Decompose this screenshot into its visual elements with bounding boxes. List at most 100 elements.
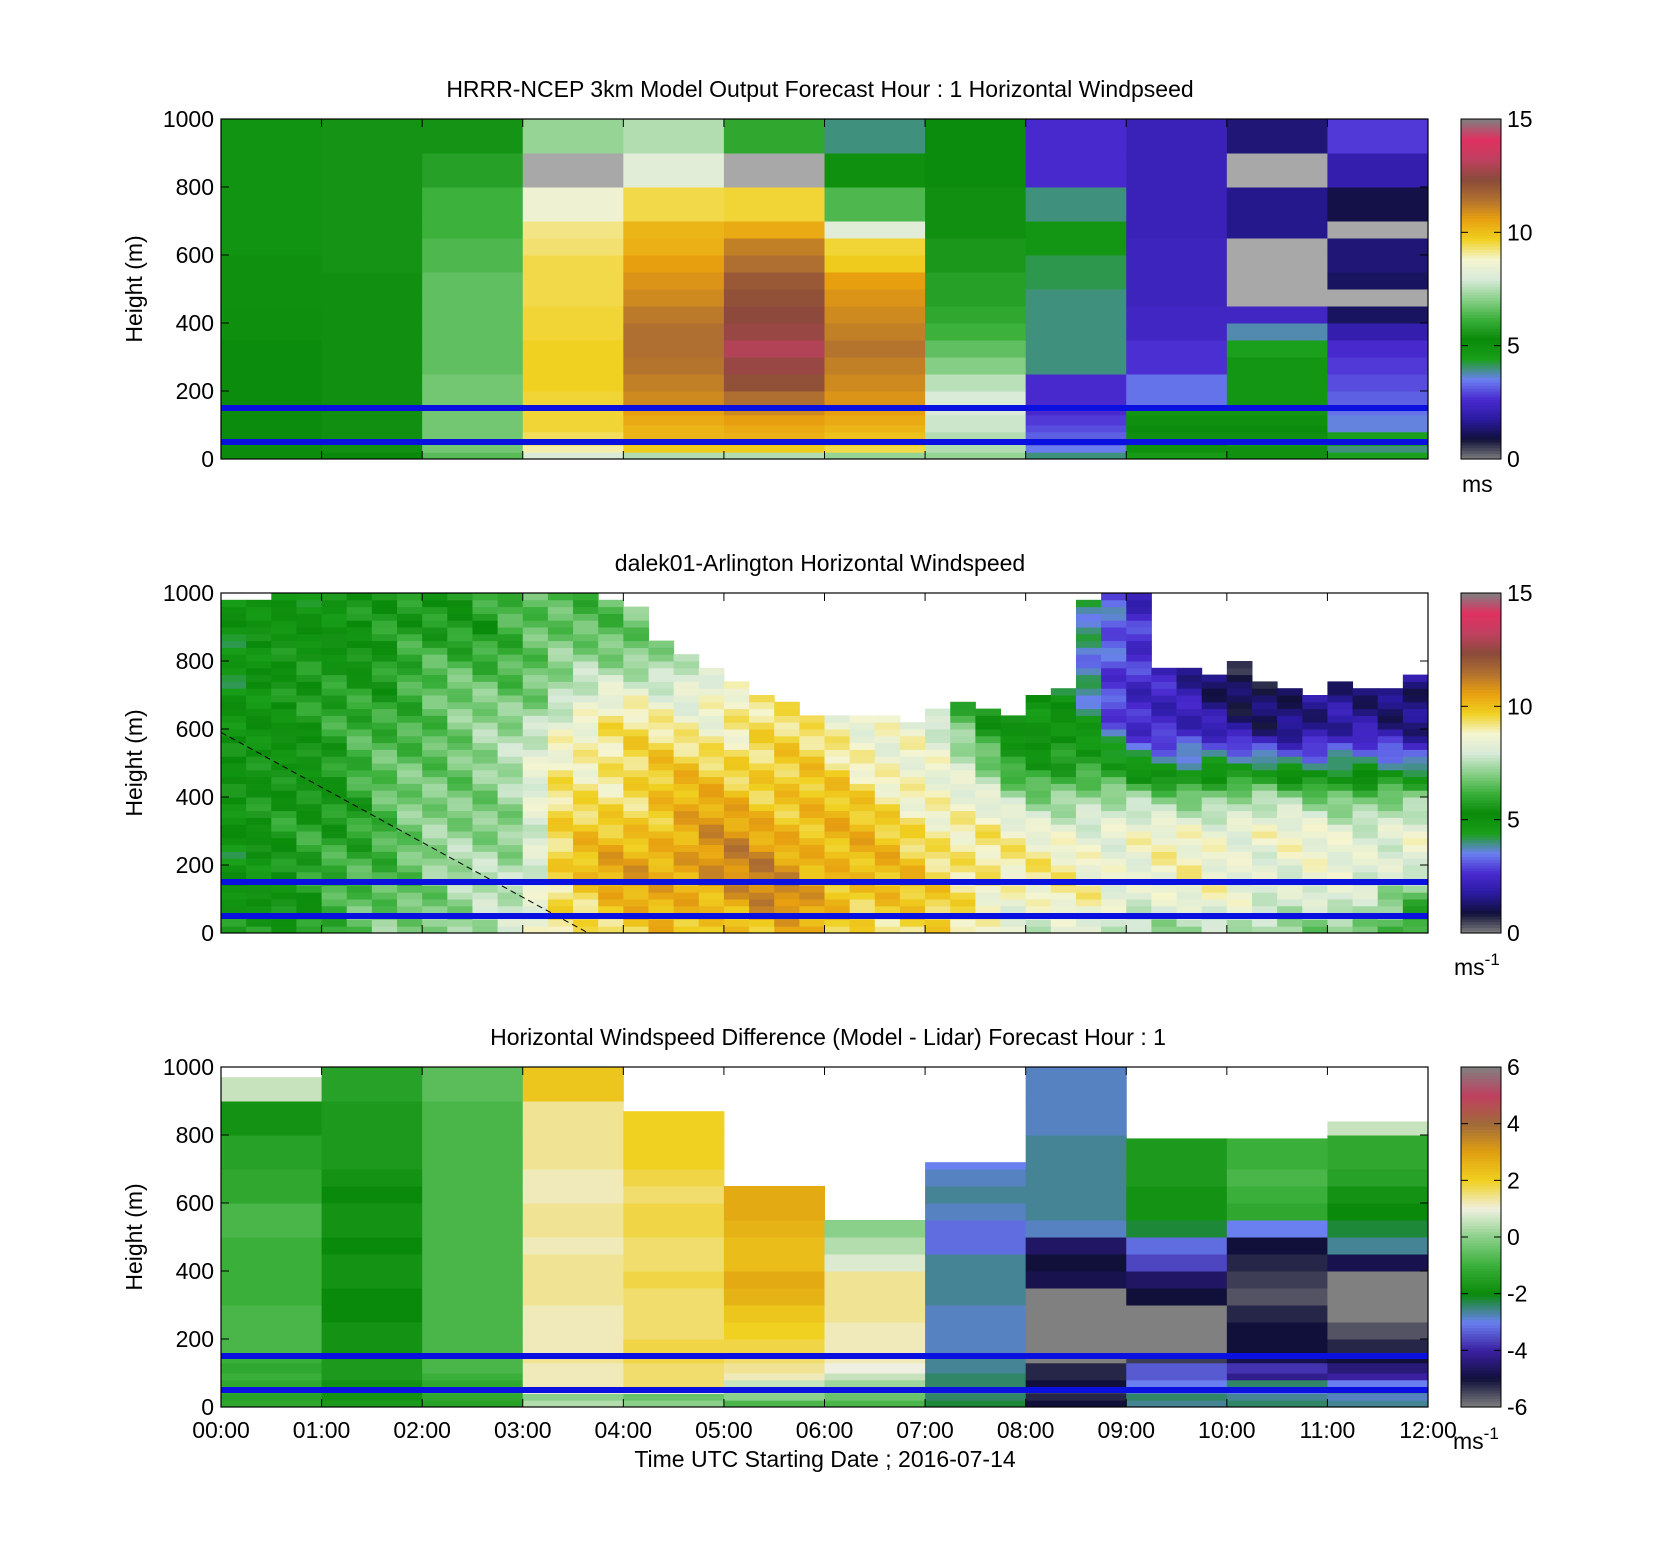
heatmap-cell bbox=[1025, 844, 1052, 852]
heatmap-cell bbox=[648, 729, 675, 737]
heatmap-cell bbox=[321, 742, 348, 750]
heatmap-cell bbox=[422, 797, 448, 805]
heatmap-cell bbox=[271, 756, 297, 764]
heatmap-cell bbox=[522, 647, 549, 655]
colorbar-segment bbox=[1461, 1248, 1501, 1252]
heatmap-cell bbox=[221, 1101, 323, 1136]
heatmap-cell bbox=[1402, 851, 1429, 859]
heatmap-cell bbox=[623, 715, 649, 723]
heatmap-cell bbox=[975, 892, 1002, 900]
heatmap-cell bbox=[296, 858, 323, 866]
heatmap-cell bbox=[925, 824, 951, 832]
heatmap-cell bbox=[1101, 776, 1127, 784]
heatmap-cell bbox=[522, 899, 549, 907]
colorbar-segment bbox=[1461, 1072, 1501, 1077]
heatmap-cell bbox=[447, 783, 473, 791]
heatmap-cell bbox=[849, 810, 876, 818]
heatmap-cell bbox=[346, 892, 373, 900]
heatmap-cell bbox=[346, 633, 373, 642]
heatmap-cell bbox=[598, 899, 624, 907]
heatmap-cell bbox=[623, 1254, 725, 1272]
heatmap-cell bbox=[447, 817, 473, 825]
heatmap-cell bbox=[1251, 803, 1278, 812]
heatmap-cell bbox=[1176, 797, 1203, 805]
heatmap-cell bbox=[1302, 851, 1328, 859]
heatmap-cell bbox=[1377, 729, 1404, 737]
colorbar-segment bbox=[1461, 444, 1501, 449]
heatmap-cell bbox=[824, 1362, 926, 1374]
heatmap-cell bbox=[1226, 1271, 1328, 1289]
heatmap-cell bbox=[1251, 837, 1278, 846]
heatmap-cell bbox=[1000, 905, 1027, 914]
heatmap-cell bbox=[371, 885, 398, 893]
heatmap-cell bbox=[522, 425, 624, 433]
heatmap-cell bbox=[371, 701, 398, 710]
heatmap-cell bbox=[472, 715, 499, 723]
heatmap-cell bbox=[824, 742, 851, 750]
heatmap-cell bbox=[397, 695, 423, 703]
heatmap-cell bbox=[321, 1322, 423, 1340]
heatmap-cell bbox=[422, 837, 448, 846]
heatmap-cell bbox=[246, 606, 272, 614]
heatmap-cell bbox=[271, 919, 297, 927]
heatmap-cell bbox=[925, 119, 1027, 154]
heatmap-cell bbox=[522, 640, 549, 648]
heatmap-cell bbox=[271, 593, 297, 601]
colorbar-segment bbox=[1461, 1324, 1501, 1329]
heatmap-cell bbox=[447, 674, 473, 682]
heatmap-cell bbox=[1126, 1373, 1228, 1381]
heatmap-cell bbox=[698, 905, 725, 914]
heatmap-cell bbox=[1352, 899, 1379, 907]
heatmap-cell bbox=[246, 899, 272, 907]
heatmap-cell bbox=[623, 919, 649, 927]
colorbar-segment bbox=[1461, 1384, 1501, 1388]
heatmap-cell bbox=[1126, 871, 1152, 880]
heatmap-cell bbox=[925, 783, 951, 791]
heatmap-cell bbox=[522, 153, 624, 188]
heatmap-cell bbox=[774, 926, 800, 934]
heatmap-cell bbox=[1201, 844, 1228, 852]
heatmap-cell bbox=[1226, 797, 1253, 805]
heatmap-cell bbox=[849, 776, 876, 784]
heatmap-cell bbox=[925, 272, 1027, 290]
heatmap-cell bbox=[925, 323, 1027, 341]
heatmap-cell bbox=[1377, 858, 1404, 866]
heatmap-cell bbox=[221, 776, 247, 784]
heatmap-cell bbox=[422, 1393, 524, 1401]
heatmap-cell bbox=[321, 803, 348, 812]
heatmap-cell bbox=[1075, 606, 1102, 614]
heatmap-cell bbox=[925, 1162, 1027, 1170]
heatmap-cell bbox=[749, 885, 775, 893]
heatmap-cell bbox=[346, 824, 373, 832]
heatmap-cell bbox=[925, 255, 1027, 273]
heatmap-cell bbox=[1126, 627, 1152, 635]
heatmap-cell bbox=[1201, 742, 1228, 750]
heatmap-cell bbox=[925, 1203, 1027, 1221]
heatmap-cell bbox=[648, 831, 675, 839]
heatmap-cell bbox=[950, 858, 976, 866]
heatmap-cell bbox=[447, 810, 473, 818]
heatmap-cell bbox=[246, 776, 272, 784]
heatmap-cell bbox=[246, 810, 272, 818]
heatmap-cell bbox=[1101, 688, 1127, 696]
heatmap-cell bbox=[573, 851, 599, 859]
heatmap-cell bbox=[1226, 340, 1328, 358]
colorbar-segment bbox=[1461, 652, 1501, 656]
heatmap-cell bbox=[1126, 837, 1152, 846]
colorbar-segment bbox=[1461, 709, 1501, 713]
heatmap-cell bbox=[975, 797, 1002, 805]
heatmap-cell bbox=[1352, 892, 1379, 900]
heatmap-cell bbox=[397, 667, 423, 676]
heatmap-cell bbox=[397, 769, 423, 778]
heatmap-cell bbox=[673, 661, 700, 669]
colorbar-segment bbox=[1461, 1276, 1501, 1281]
heatmap-cell bbox=[598, 606, 624, 614]
heatmap-cell bbox=[271, 803, 297, 812]
heatmap-cell bbox=[1101, 817, 1127, 825]
heatmap-cell bbox=[1126, 1203, 1228, 1221]
heatmap-cell bbox=[950, 851, 976, 859]
heatmap-cell bbox=[1226, 790, 1253, 798]
heatmap-cell bbox=[1201, 926, 1228, 934]
heatmap-cell bbox=[497, 729, 524, 737]
colorbar-segment bbox=[1461, 150, 1501, 154]
